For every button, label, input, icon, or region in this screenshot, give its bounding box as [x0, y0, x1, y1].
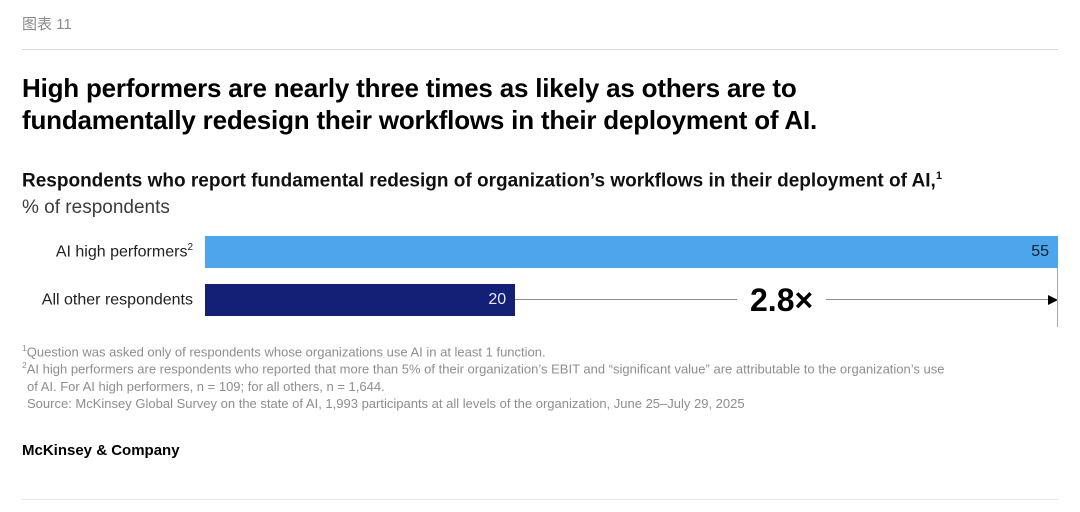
exhibit-number-label: 图表 11 [22, 16, 72, 33]
unit-label: % of respondents [22, 196, 170, 218]
axis-end-line [1057, 267, 1058, 327]
footnotes-block: 1Question was asked only of respondents … [22, 343, 1058, 413]
bar-value-others: 20 [488, 290, 507, 308]
category-label-high-performers: AI high performers2 [22, 242, 205, 261]
bar-track: 20 2.8× [205, 283, 1058, 316]
arrow-right-icon [1048, 294, 1058, 305]
footnote-2: 2AI high performers are respondents who … [22, 360, 1058, 378]
bar-value-high-performers: 55 [1031, 242, 1049, 260]
footnote-text: Source: McKinsey Global Survey on the st… [27, 396, 745, 412]
footnote-2-continued: of AI. For AI high performers, n = 109; … [22, 378, 1058, 395]
source-line: Source: McKinsey Global Survey on the st… [22, 395, 1058, 412]
footnote-text: AI high performers are respondents who r… [26, 361, 945, 377]
category-label-text: AI high performers [55, 243, 188, 261]
bar-chart: AI high performers2 55 All other respond… [22, 235, 1058, 327]
bar-row-high-performers: AI high performers2 55 [22, 235, 1058, 268]
category-label-text: All other respondents [41, 291, 193, 309]
category-label-others: All other respondents [22, 290, 205, 309]
connector-line-right [826, 299, 1048, 301]
brand-wordmark: McKinsey & Company [22, 441, 180, 459]
bar-high-performers: 55 [205, 235, 1058, 268]
bottom-divider [22, 499, 1058, 500]
connector-line-left [515, 299, 737, 301]
bar-row-others: All other respondents 20 2.8× [22, 283, 1058, 316]
footnote-1: 1Question was asked only of respondents … [22, 343, 1058, 361]
chart-subtitle: Respondents who report fundamental redes… [22, 170, 1058, 192]
footnote-marker: 1 [22, 342, 27, 353]
category-footnote-marker: 2 [187, 242, 193, 254]
bar-track: 55 [205, 235, 1058, 268]
chart-subtitle-text: Respondents who report fundamental redes… [22, 170, 936, 192]
bar-others: 20 [205, 283, 516, 316]
multiplier-label: 2.8× [750, 281, 814, 318]
top-divider [22, 49, 1058, 50]
footnote-text: Question was asked only of respondents w… [26, 344, 546, 360]
multiplier-connector: 2.8× [515, 284, 1058, 316]
subtitle-footnote-marker: 1 [935, 170, 942, 183]
footnote-text: of AI. For AI high performers, n = 109; … [27, 378, 385, 394]
chart-headline: High performers are nearly three times a… [22, 73, 818, 135]
footnote-marker: 2 [22, 360, 27, 371]
